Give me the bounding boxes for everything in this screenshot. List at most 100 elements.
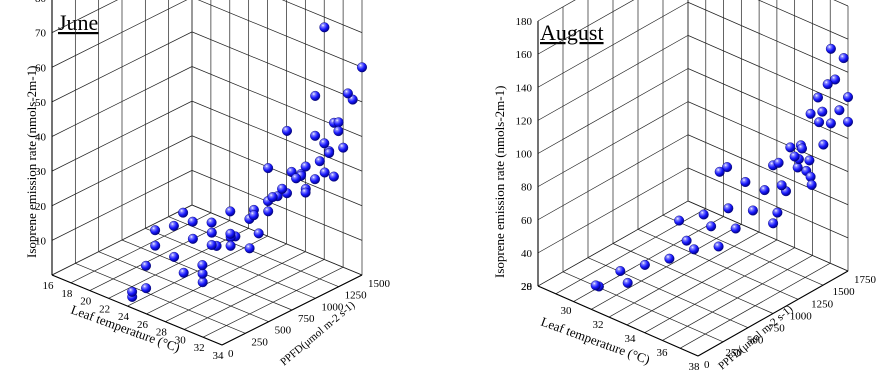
august-x-ticks: 30 32 34 36 38 — [561, 305, 701, 373]
june-y-tick-label: 1250 — [345, 290, 368, 302]
august-data-point — [723, 203, 734, 214]
august-gridline — [687, 35, 849, 106]
june-data-point — [267, 192, 278, 203]
june-x-ticks: 16 18 20 22 24 26 28 30 32 34 — [43, 280, 225, 362]
august-data-point — [792, 162, 803, 173]
june-data-point — [206, 227, 217, 238]
august-y-tick-label: 1250 — [811, 298, 834, 310]
june-panel: June 10 20 30 40 50 60 70 80 16 18 20 22 24 26 28 30 32… — [24, 0, 391, 368]
june-y-tick-label: 0 — [228, 348, 234, 360]
june-x-tick-label: 22 — [99, 303, 110, 315]
august-data-point — [843, 116, 854, 127]
june-x-tick-label: 24 — [118, 311, 130, 323]
august-data-point — [813, 92, 824, 103]
august-frame — [537, 21, 849, 357]
august-data-point — [664, 253, 675, 264]
june-x-tick-label: 28 — [156, 327, 168, 339]
june-data-point — [277, 183, 288, 194]
august-y-tick-label: 500 — [747, 335, 764, 347]
june-data-point — [282, 125, 293, 136]
june-z-tick-label: 60 — [35, 62, 47, 74]
june-data-point — [127, 286, 138, 297]
august-data-point — [789, 151, 800, 162]
august-x-tick-label: 32 — [593, 319, 604, 331]
june-gridline — [197, 0, 363, 68]
june-data-point — [357, 62, 368, 73]
august-gridline — [687, 167, 849, 239]
june-title: June — [58, 10, 98, 35]
june-z-axis-label: Isoprene emission rate (nmols-2m-1) — [24, 66, 39, 258]
june-z-tick-label: 30 — [35, 166, 47, 178]
june-data-point — [291, 173, 302, 184]
august-gridline — [562, 271, 724, 343]
june-x-tick-label: 16 — [43, 280, 55, 292]
june-x-tick-label: 26 — [137, 319, 149, 331]
june-data-point — [206, 217, 217, 228]
august-data-point — [806, 179, 817, 190]
august-data-point — [615, 266, 626, 277]
june-data-point — [319, 167, 330, 178]
june-data-point — [328, 171, 339, 182]
august-data-point — [817, 106, 828, 117]
august-data-point — [772, 207, 783, 218]
june-z-tick-label: 50 — [35, 97, 47, 109]
june-data-point — [225, 206, 236, 217]
august-z-tick-label: 100 — [516, 149, 533, 161]
june-x-tick-label: 20 — [80, 296, 92, 308]
june-data-point — [178, 207, 189, 218]
june-z-ticks: 10 20 30 40 50 60 70 80 — [35, 0, 47, 247]
june-data-point — [310, 130, 321, 141]
august-z-tick-label: 160 — [516, 49, 533, 61]
august-y-axis-label: PPFD(μmol m-2 s-1) — [716, 303, 795, 372]
august-data-point — [590, 280, 601, 291]
june-x-tick-label: 30 — [175, 334, 187, 346]
august-x-tick-label: 30 — [561, 305, 573, 317]
june-gridline — [191, 31, 363, 103]
august-y-tick-label: 1000 — [790, 310, 813, 322]
august-z-axis-label: Isoprene emission rate (nmols-2m-1) — [492, 86, 507, 278]
june-data-point — [225, 240, 236, 251]
june-data-point — [225, 228, 236, 239]
june-data-point — [319, 22, 330, 33]
june-z-tick-label: 70 — [35, 28, 47, 40]
june-data-point — [319, 138, 330, 149]
august-gridline — [587, 257, 749, 328]
august-data-point — [834, 105, 845, 116]
june-x-tick-label: 34 — [213, 350, 225, 362]
august-data-point — [639, 259, 650, 270]
june-gridline — [281, 0, 363, 33]
june-data-point — [324, 147, 335, 158]
june-gridline — [98, 251, 269, 322]
august-data-point — [714, 166, 725, 177]
august-gridline — [687, 68, 849, 139]
june-data-point — [310, 174, 321, 185]
august-data-point — [797, 143, 808, 154]
june-z-tick-label: 40 — [35, 132, 47, 144]
august-z-tick-label: 40 — [521, 248, 533, 260]
june-z-tick-label: 20 — [35, 201, 47, 213]
june-data-point — [169, 251, 180, 262]
june-data-point — [342, 88, 353, 99]
august-z-tick-label: 180 — [516, 16, 533, 28]
june-grid — [51, 0, 363, 346]
june-gridline — [191, 100, 363, 172]
june-y-tick-label: 750 — [298, 313, 315, 325]
august-data-point — [730, 223, 741, 234]
august-data-point — [838, 53, 849, 64]
june-z-tick-label: 80 — [35, 0, 47, 5]
august-data-point — [814, 117, 825, 128]
august-data-point — [830, 74, 841, 85]
august-data-point — [785, 142, 796, 153]
august-points — [590, 43, 854, 292]
august-gridline — [612, 243, 774, 314]
august-data-point — [689, 244, 700, 255]
june-z-tick-label: 10 — [35, 235, 47, 247]
june-data-point — [333, 117, 344, 128]
august-gridline — [687, 200, 849, 272]
june-x-tick-label: 18 — [61, 288, 73, 300]
august-data-point — [825, 118, 836, 129]
june-data-point — [150, 240, 161, 251]
june-y-tick-label: 1500 — [368, 278, 391, 290]
august-z-ticks: 20 40 60 80 100 120 140 160 180 28 — [516, 16, 533, 293]
